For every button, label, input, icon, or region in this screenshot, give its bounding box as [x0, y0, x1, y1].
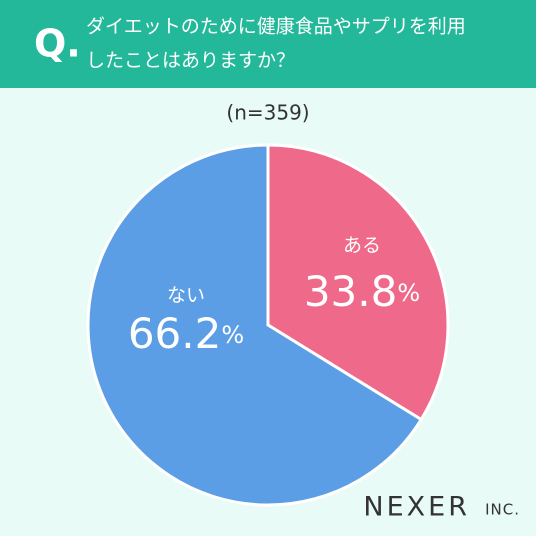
subtitle: (n=359) — [226, 101, 309, 125]
question-marker: Q. — [34, 22, 81, 66]
value-label: 66.2% — [128, 309, 244, 358]
title-line: ダイエットのために健康食品やサプリを利用 — [86, 16, 466, 38]
header-band — [0, 0, 536, 88]
pie-slice — [86, 143, 424, 507]
logo-name: NEXER — [363, 492, 470, 523]
value-label: 33.8% — [304, 267, 420, 316]
pie-slice — [266, 143, 450, 422]
category-label: ない — [167, 285, 205, 307]
title-line: したことはありますか？ — [86, 50, 295, 72]
category-label: ある — [343, 235, 381, 257]
logo-suffix: INC. — [485, 501, 520, 519]
